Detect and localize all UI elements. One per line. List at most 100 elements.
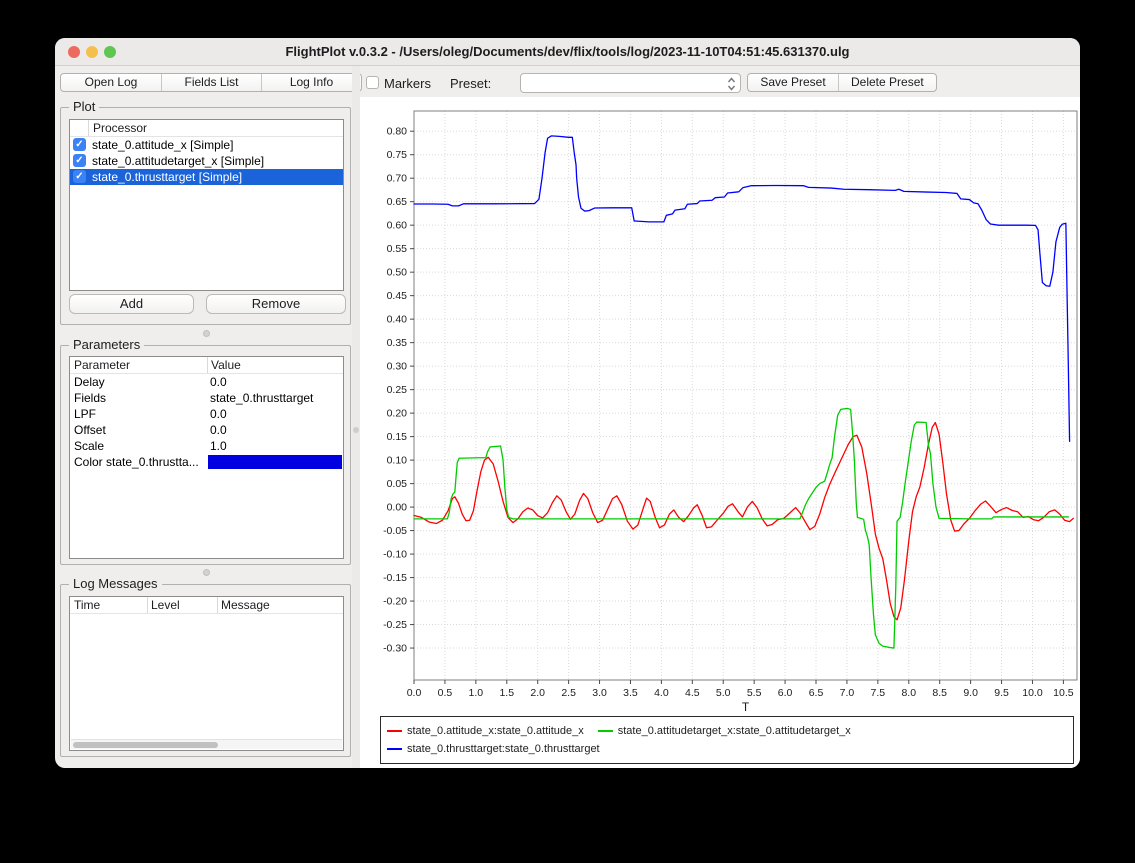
table-row[interactable]: Color state_0.thrustta... xyxy=(70,454,343,470)
legend-line-icon xyxy=(387,748,402,750)
svg-text:5.0: 5.0 xyxy=(716,687,731,699)
svg-text:9.5: 9.5 xyxy=(994,687,1009,699)
parameter-value: 0.0 xyxy=(210,423,227,437)
svg-text:-0.15: -0.15 xyxy=(383,572,407,584)
svg-text:0.65: 0.65 xyxy=(387,196,408,208)
checkbox-icon[interactable]: ✓ xyxy=(73,138,86,151)
title-bar[interactable]: FlightPlot v.0.3.2 - /Users/oleg/Documen… xyxy=(55,38,1080,66)
chart-canvas[interactable]: 0.00.51.01.52.02.53.03.54.04.55.05.56.06… xyxy=(360,97,1080,717)
svg-text:10.5: 10.5 xyxy=(1053,687,1074,699)
list-item-label: state_0.attitude_x [Simple] xyxy=(92,138,233,152)
svg-text:7.0: 7.0 xyxy=(840,687,855,699)
message-column-header: Message xyxy=(221,598,270,612)
plot-series-list[interactable]: Processor ✓state_0.attitude_x [Simple]✓s… xyxy=(69,119,344,291)
vertical-splitter[interactable] xyxy=(352,66,360,768)
plot-group-title: Plot xyxy=(69,99,99,114)
svg-text:0.35: 0.35 xyxy=(387,337,408,349)
time-column-header: Time xyxy=(74,598,100,612)
open-log-button[interactable]: Open Log xyxy=(61,74,161,91)
log-messages-group-title: Log Messages xyxy=(69,576,162,591)
svg-text:8.0: 8.0 xyxy=(901,687,916,699)
list-item[interactable]: ✓ state_0.attitude_x [Simple] xyxy=(70,137,343,153)
color-swatch[interactable] xyxy=(208,455,342,469)
parameter-name: Delay xyxy=(74,375,105,389)
list-item[interactable]: ✓ state_0.attitudetarget_x [Simple] xyxy=(70,153,343,169)
svg-text:0.20: 0.20 xyxy=(387,408,408,420)
svg-text:6.0: 6.0 xyxy=(778,687,793,699)
svg-text:7.5: 7.5 xyxy=(871,687,886,699)
markers-checkbox[interactable] xyxy=(366,76,379,89)
column-divider xyxy=(217,597,218,613)
svg-text:0.15: 0.15 xyxy=(387,431,408,443)
delete-preset-button[interactable]: Delete Preset xyxy=(838,74,936,91)
parameter-name: Fields xyxy=(74,391,106,405)
log-table-header: Time Level Message xyxy=(70,597,343,614)
list-item[interactable]: ✓state_0.thrusttarget [Simple] xyxy=(70,169,343,185)
checkbox-icon[interactable]: ✓ xyxy=(73,170,86,183)
svg-text:2.0: 2.0 xyxy=(530,687,545,699)
svg-text:0.10: 0.10 xyxy=(387,455,408,467)
legend-line-icon xyxy=(598,730,613,732)
horizontal-scrollbar-thumb[interactable] xyxy=(73,742,218,748)
legend-item: state_0.attitudetarget_x:state_0.attitud… xyxy=(598,725,851,737)
table-row[interactable]: LPF0.0 xyxy=(70,406,343,422)
legend-row-1: state_0.attitude_x:state_0.attitude_xsta… xyxy=(387,722,1067,740)
table-row[interactable]: Delay 0.0 xyxy=(70,374,343,390)
table-row[interactable]: Offset 0.0 xyxy=(70,422,343,438)
splitter-handle[interactable] xyxy=(203,569,210,576)
level-column-header: Level xyxy=(151,598,180,612)
save-preset-button[interactable]: Save Preset xyxy=(748,74,838,91)
app-window: FlightPlot v.0.3.2 - /Users/oleg/Documen… xyxy=(55,38,1080,768)
svg-text:0.50: 0.50 xyxy=(387,267,408,279)
svg-text:4.0: 4.0 xyxy=(654,687,669,699)
add-button[interactable]: Add xyxy=(69,294,194,314)
parameters-group-title: Parameters xyxy=(69,337,144,352)
value-column-header: Value xyxy=(211,358,241,372)
preset-combobox[interactable] xyxy=(520,73,741,93)
remove-button[interactable]: Remove xyxy=(206,294,346,314)
vertical-splitter-grip[interactable] xyxy=(353,427,359,433)
svg-text:0.0: 0.0 xyxy=(407,687,422,699)
svg-text:0.00: 0.00 xyxy=(387,502,408,514)
column-divider xyxy=(147,597,148,613)
table-row[interactable]: Fields state_0.thrusttarget xyxy=(70,390,343,406)
parameter-name: LPF xyxy=(74,407,96,421)
markers-label: Markers xyxy=(384,76,431,91)
splitter-handle[interactable] xyxy=(203,330,210,337)
checkbox-icon[interactable]: ✓ xyxy=(73,154,86,167)
svg-text:10.0: 10.0 xyxy=(1022,687,1043,699)
svg-text:-0.10: -0.10 xyxy=(383,549,407,561)
chart-panel: 0.00.51.01.52.02.53.03.54.04.55.05.56.06… xyxy=(360,97,1080,768)
parameter-value: 0.0 xyxy=(210,375,227,389)
svg-text:6.5: 6.5 xyxy=(809,687,824,699)
fields-list-button[interactable]: Fields List xyxy=(161,74,261,91)
svg-text:0.45: 0.45 xyxy=(387,290,408,302)
preset-button-group: Save Preset Delete Preset xyxy=(747,73,937,92)
processor-column-header: Processor xyxy=(93,121,147,135)
svg-text:9.0: 9.0 xyxy=(963,687,978,699)
parameter-column-header: Parameter xyxy=(74,358,130,372)
column-divider xyxy=(88,120,89,136)
parameters-table[interactable]: Parameter Value Delay 0.0 Fields state_0.th… xyxy=(69,356,344,559)
log-messages-table[interactable]: Time Level Message xyxy=(69,596,344,751)
legend-line-icon xyxy=(387,730,402,732)
table-row[interactable]: Scale 1.0 xyxy=(70,438,343,454)
log-info-button[interactable]: Log Info xyxy=(261,74,361,91)
horizontal-scrollbar[interactable] xyxy=(71,739,342,749)
svg-text:0.30: 0.30 xyxy=(387,361,408,373)
svg-text:3.0: 3.0 xyxy=(592,687,607,699)
parameter-name: Color state_0.thrustta... xyxy=(74,455,199,469)
parameter-name: Offset xyxy=(74,423,106,437)
parameters-table-body: Delay0.0Fieldsstate_0.thrusttargetLPF0.0… xyxy=(70,374,343,470)
svg-text:5.5: 5.5 xyxy=(747,687,762,699)
column-divider xyxy=(207,357,208,373)
svg-text:2.5: 2.5 xyxy=(561,687,576,699)
svg-text:4.5: 4.5 xyxy=(685,687,700,699)
list-item-label: state_0.attitudetarget_x [Simple] xyxy=(92,154,264,168)
svg-text:0.25: 0.25 xyxy=(387,384,408,396)
parameter-value: state_0.thrusttarget xyxy=(210,391,313,405)
parameter-value: 1.0 xyxy=(210,439,227,453)
parameter-name: Scale xyxy=(74,439,104,453)
svg-text:T: T xyxy=(742,700,750,714)
svg-text:0.80: 0.80 xyxy=(387,126,408,138)
